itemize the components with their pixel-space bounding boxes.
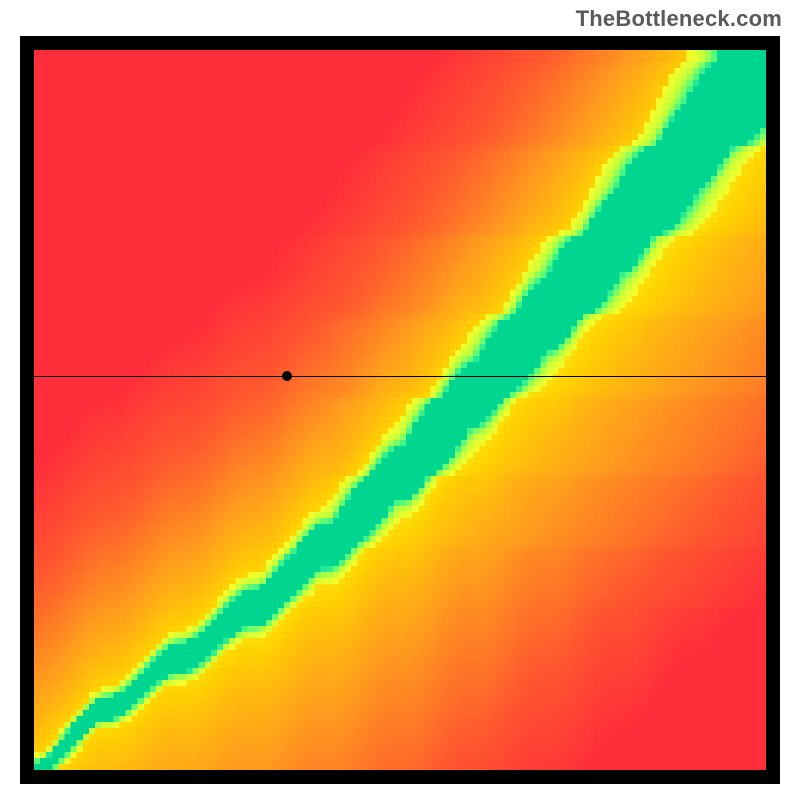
chart-container: { "watermark": "TheBottleneck.com", "lay… xyxy=(0,0,800,800)
crosshair-horizontal xyxy=(34,376,766,377)
heatmap-canvas xyxy=(34,50,766,770)
plot-frame xyxy=(20,36,780,784)
plot-area xyxy=(34,50,766,770)
watermark-text: TheBottleneck.com xyxy=(576,6,782,32)
crosshair-marker xyxy=(282,371,292,381)
